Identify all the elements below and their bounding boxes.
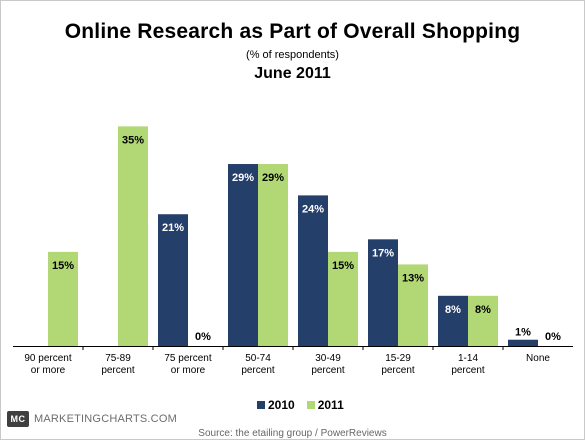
category-label-2-0: 75 percent — [164, 353, 211, 364]
category-label-0-1: or more — [31, 365, 66, 376]
bar-2011-5 — [398, 264, 428, 346]
bar-2011-4 — [328, 251, 358, 346]
data-label-2011-4: 15% — [332, 260, 354, 272]
brand-site: MARKETINGCHARTS.COM — [34, 413, 177, 425]
bar-2011-3 — [258, 164, 288, 346]
chart-subtitle: (% of respondents) — [246, 49, 339, 61]
data-label-2010-7: 1% — [515, 327, 531, 339]
legend: 2010 2011 — [257, 398, 350, 412]
data-label-2011-3: 29% — [262, 172, 284, 184]
category-label-3-0: 50-74 — [245, 353, 271, 364]
category-label-0-0: 90 percent — [24, 353, 71, 364]
bar-2010-7 — [508, 339, 538, 346]
category-label-6-0: 1-14 — [458, 353, 478, 364]
data-label-2010-4: 24% — [302, 203, 324, 215]
category-label-5-0: 15-29 — [385, 353, 411, 364]
legend-swatch-2011 — [306, 401, 315, 409]
legend-label-2010: 2010 — [268, 398, 295, 412]
data-label-2010-3: 29% — [232, 172, 254, 184]
chart-title: Online Research as Part of Overall Shopp… — [64, 20, 521, 43]
data-label-2011-5: 13% — [402, 272, 424, 284]
category-label-4-0: 30-49 — [315, 353, 341, 364]
data-label-2011-7: 0% — [545, 331, 561, 343]
category-label-5-1: percent — [381, 365, 415, 376]
source-note: Source: the etailing group / PowerReview… — [198, 428, 387, 439]
data-label-2010-6: 8% — [445, 304, 461, 316]
legend-item-2011: 2011 — [306, 398, 344, 412]
data-label-2011-2: 0% — [195, 331, 211, 343]
category-label-7-0: None — [526, 353, 550, 364]
category-label-3-1: percent — [241, 365, 275, 376]
data-label-2011-0: 15% — [52, 260, 74, 272]
brand: MC MARKETINGCHARTS.COM — [7, 411, 177, 427]
mc-logo: MC — [7, 411, 29, 427]
data-label-2010-2: 21% — [162, 222, 184, 234]
bar-2010-4 — [298, 195, 328, 346]
bar-2010-6 — [438, 295, 468, 346]
legend-label-2011: 2011 — [317, 398, 344, 412]
category-label-6-1: percent — [451, 365, 485, 376]
category-label-1-1: percent — [101, 365, 135, 376]
legend-item-2010: 2010 — [257, 398, 295, 412]
bar-2010-3 — [228, 164, 258, 346]
category-label-2-1: or more — [171, 365, 206, 376]
data-label-2011-6: 8% — [475, 304, 491, 316]
data-label-2010-5: 17% — [372, 247, 394, 259]
category-label-1-0: 75-89 — [105, 353, 131, 364]
legend-swatch-2010 — [257, 401, 265, 409]
bar-2011-6 — [468, 295, 498, 346]
bar-2011-1 — [118, 126, 148, 346]
bar-2010-5 — [368, 239, 398, 346]
data-label-2011-1: 35% — [122, 134, 144, 146]
bar-2010-2 — [158, 214, 188, 346]
category-label-4-1: percent — [311, 365, 345, 376]
chart-period: June 2011 — [254, 65, 331, 82]
bar-2011-0 — [48, 251, 78, 346]
